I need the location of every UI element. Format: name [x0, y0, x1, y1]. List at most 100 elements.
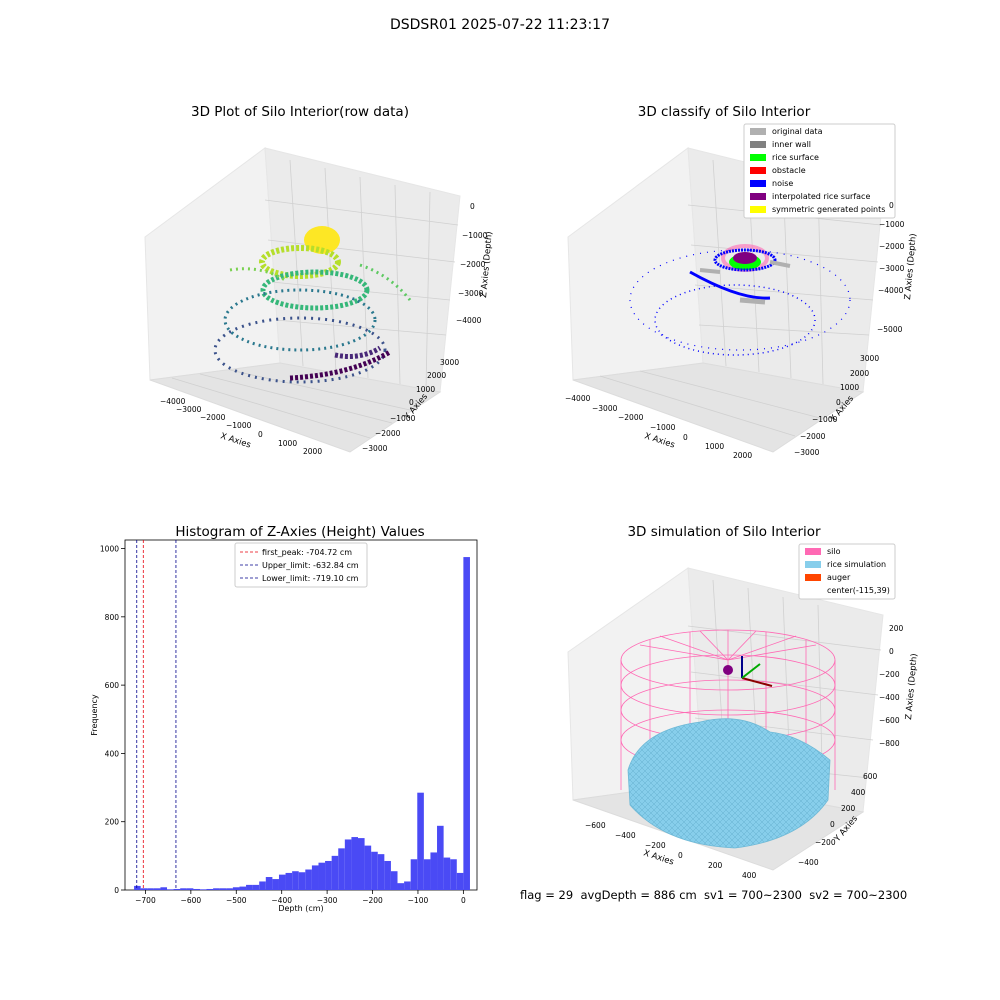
simulation-y-ticks: −400 −200 0 200 400 600: [798, 772, 878, 867]
svg-text:0: 0: [889, 201, 894, 210]
histogram-bar: [219, 888, 227, 890]
raw-xlabel: X Axies: [219, 431, 252, 450]
classify-xlabel: X Axies: [643, 431, 676, 450]
svg-text:−3000: −3000: [362, 444, 388, 453]
svg-text:0: 0: [836, 398, 841, 407]
histogram-bar: [364, 845, 372, 890]
legend-label: original data: [772, 127, 823, 136]
svg-text:−5000: −5000: [877, 325, 903, 334]
histogram-xlabel: Depth (cm): [278, 904, 323, 913]
classify-x-ticks: −4000 −3000 −2000 −1000 0 1000 2000: [565, 394, 752, 460]
svg-text:−3000: −3000: [176, 405, 202, 414]
histogram-ylabel: Frequency: [90, 694, 99, 736]
x-tick-label: −600: [181, 896, 202, 905]
figure-suptitle: DSDSR01 2025-07-22 11:23:17: [389, 17, 610, 33]
histogram-bar: [265, 877, 273, 890]
legend-swatch: [750, 141, 766, 148]
svg-text:2000: 2000: [427, 371, 446, 380]
svg-text:−800: −800: [879, 739, 900, 748]
histogram-bar: [358, 838, 365, 890]
raw-y-ticks: −3000 −2000 −1000 0 1000 2000 3000: [362, 358, 459, 453]
histogram-bar: [404, 881, 411, 890]
histogram-bar: [173, 888, 181, 890]
svg-text:1000: 1000: [840, 383, 859, 392]
svg-text:1000: 1000: [705, 442, 724, 451]
svg-text:−1000: −1000: [390, 414, 416, 423]
classify-legend: original data inner wall rice surface obsta…: [743, 123, 896, 219]
histogram-bar: [134, 885, 141, 890]
svg-text:1000: 1000: [416, 385, 435, 394]
svg-text:0: 0: [683, 433, 688, 442]
svg-text:2000: 2000: [850, 369, 869, 378]
svg-text:−1000: −1000: [812, 415, 838, 424]
classify-y-ticks: −3000 −2000 −1000 0 1000 2000 3000: [794, 354, 879, 457]
reference-lines: [136, 540, 177, 890]
x-tick-label: −200: [362, 896, 383, 905]
svg-text:−200: −200: [645, 841, 666, 850]
svg-text:0: 0: [409, 398, 414, 407]
raw-z-ticks: 0 −1000 −2000 −3000 −4000: [456, 202, 488, 325]
histogram-bar: [213, 888, 220, 890]
simulation-xlabel: X Axies: [642, 848, 675, 867]
histogram-bar: [193, 888, 200, 890]
histogram-bar: [252, 884, 260, 890]
legend-label: silo: [827, 547, 841, 556]
svg-text:2000: 2000: [733, 451, 752, 460]
svg-text:200: 200: [708, 861, 723, 870]
histogram-bar: [186, 888, 194, 890]
histogram-bar: [140, 888, 148, 890]
axis-x-arrow: [741, 677, 773, 687]
svg-text:0: 0: [678, 851, 683, 860]
histogram-bar: [147, 888, 154, 890]
legend-swatch: [750, 167, 766, 174]
svg-text:−4000: −4000: [878, 286, 904, 295]
legend-swatch: [750, 193, 766, 200]
auger-marker: [723, 665, 733, 675]
histogram-bar: [259, 881, 266, 890]
histogram-bar: [311, 865, 319, 890]
classify-zlabel: Z Axies (Depth): [903, 233, 919, 300]
histogram-bar: [417, 792, 424, 890]
x-tick-label: −500: [226, 896, 247, 905]
histogram-bar: [239, 886, 247, 890]
histogram-bar: [351, 837, 359, 890]
svg-text:−600: −600: [585, 821, 606, 830]
y-tick-label: 200: [105, 818, 120, 827]
axis-y-arrow: [741, 663, 761, 679]
pane-left: [567, 147, 704, 381]
histogram-bar: [450, 859, 457, 890]
svg-text:0: 0: [830, 820, 835, 829]
legend-swatch: [750, 128, 766, 135]
rice-surface: [627, 718, 831, 849]
x-tick-label: −100: [408, 896, 429, 905]
x-tick-label: −300: [317, 896, 338, 905]
legend-label: inner wall: [772, 140, 811, 149]
svg-text:−2000: −2000: [375, 429, 401, 438]
svg-text:−4000: −4000: [456, 316, 482, 325]
legend-label: noise: [772, 179, 793, 188]
raw-zlabel: Z Axies (Depth): [479, 231, 495, 298]
histogram-y-ticks: 0 200 400 600 800 1000: [100, 545, 125, 895]
histogram-bar: [456, 872, 464, 890]
svg-text:−3000: −3000: [458, 289, 484, 298]
histogram-bar: [246, 884, 253, 890]
panel-histogram: Histogram of Z-Axies (Height) Values −70…: [90, 524, 478, 913]
svg-text:−400: −400: [798, 858, 819, 867]
pane-floor: [572, 362, 865, 453]
svg-text:−3000: −3000: [879, 264, 905, 273]
histogram-bar: [325, 860, 332, 890]
chart-title-histogram: Histogram of Z-Axies (Height) Values: [175, 524, 424, 540]
chart-title-classify: 3D classify of Silo Interior: [638, 104, 811, 120]
legend-swatch: [750, 154, 766, 161]
x-tick-label: −400: [271, 896, 292, 905]
svg-text:−2000: −2000: [800, 432, 826, 441]
legend-swatch: [805, 574, 821, 581]
legend-swatch: [750, 206, 766, 213]
svg-text:400: 400: [742, 871, 757, 880]
legend-label: auger: [827, 573, 851, 582]
histogram-bar: [232, 887, 240, 890]
histogram-legend: first_peak: -704.72 cm Upper_limit: -632.…: [234, 542, 368, 588]
classified-point-cloud: [629, 244, 851, 356]
svg-text:−400: −400: [879, 693, 900, 702]
